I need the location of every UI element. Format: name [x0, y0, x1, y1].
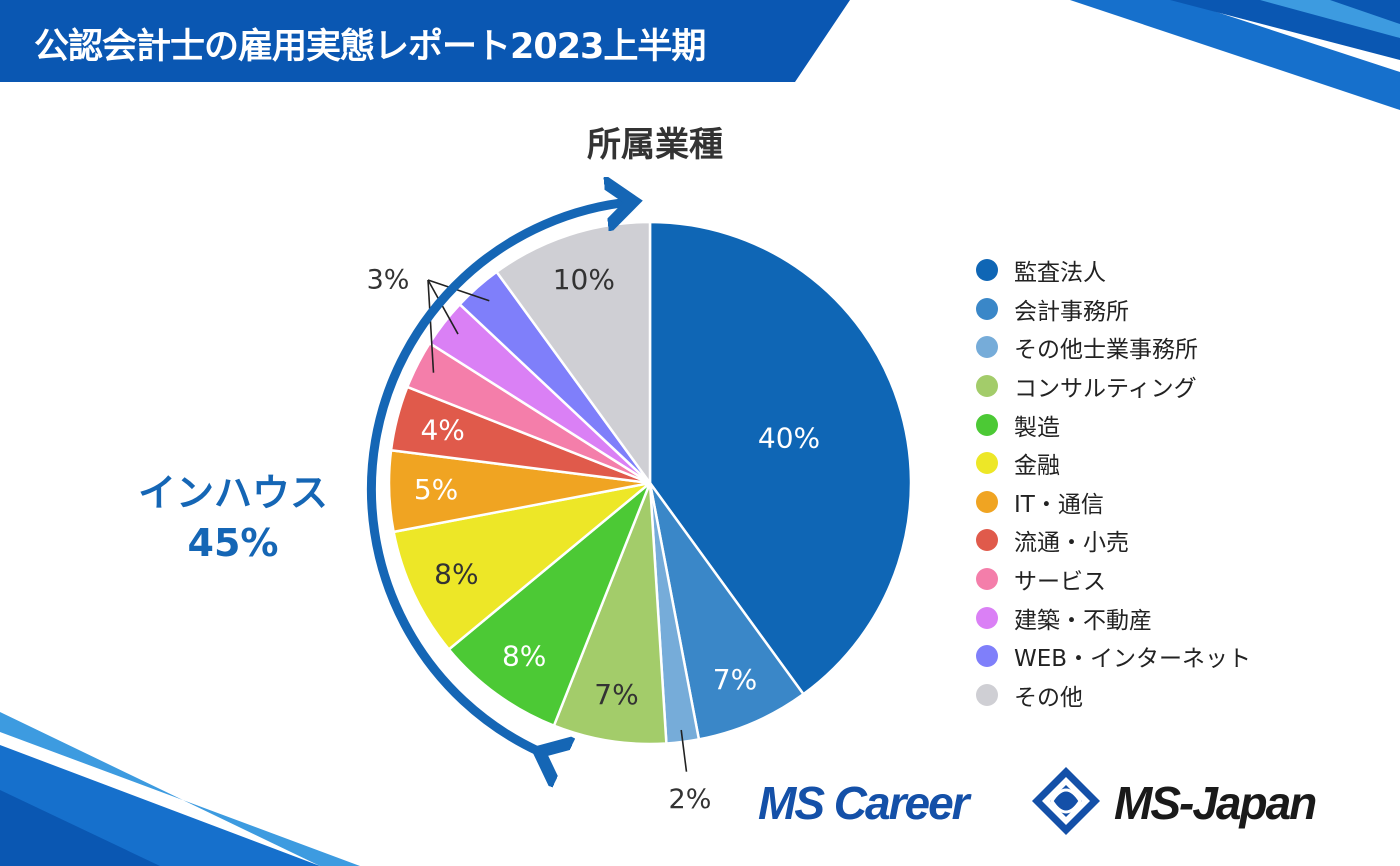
legend-label: サービス	[1014, 569, 1106, 596]
slice-value-label: 5%	[414, 473, 458, 506]
legend-label: 会計事務所	[1014, 298, 1129, 325]
legend-item: その他士業事務所	[976, 328, 1251, 367]
leader-line	[427, 279, 435, 373]
legend-label: 金融	[1014, 453, 1060, 480]
legend-label: 流通・小売	[1014, 530, 1129, 557]
leader-line	[427, 279, 490, 302]
legend-item: 流通・小売	[976, 521, 1251, 560]
legend-swatch	[976, 413, 998, 436]
legend-label: コンサルティング	[1014, 376, 1197, 403]
slice-value-label: 7%	[594, 678, 638, 711]
legend-swatch	[976, 375, 998, 398]
slice-value-label: 2%	[669, 784, 712, 815]
legend-label: 製造	[1014, 414, 1060, 441]
inhouse-arc-arrow	[366, 202, 633, 752]
legend-label: 監査法人	[1014, 260, 1106, 287]
legend-item: サービス	[976, 560, 1251, 599]
legend-label: その他	[1014, 684, 1083, 711]
header-banner	[0, 0, 850, 82]
slice-value-label: 40%	[758, 421, 820, 454]
legend-item: その他	[976, 676, 1251, 715]
legend-swatch	[976, 259, 998, 282]
slice-value-label: 4%	[420, 413, 464, 446]
legend-label: IT・通信	[1014, 491, 1104, 518]
legend-item: 会計事務所	[976, 290, 1251, 329]
legend-swatch	[976, 529, 998, 552]
slice-value-label: 8%	[434, 558, 478, 591]
legend-item: コンサルティング	[976, 367, 1251, 406]
legend-swatch	[976, 606, 998, 629]
pie-slice	[648, 220, 913, 696]
leader-line	[427, 279, 459, 335]
legend-label: 建築・不動産	[1014, 607, 1152, 634]
slice-value-label: 8%	[502, 640, 546, 673]
legend-item: 金融	[976, 444, 1251, 483]
report-title: 公認会計士の雇用実態レポート2023上半期	[34, 27, 706, 67]
legend: 監査法人会計事務所その他士業事務所 コンサルティング 製造金融 IT・通信流通・小売サ…	[976, 251, 1251, 714]
msjapan-emblem-icon	[1032, 767, 1100, 835]
slice-value-label: 10%	[553, 263, 615, 296]
chart-title: 所属業種	[587, 125, 723, 165]
legend-item: IT・通信	[976, 483, 1251, 522]
legend-item: WEB・インターネット	[976, 637, 1251, 676]
mscareer-logo: MS Career	[758, 777, 970, 829]
legend-swatch	[976, 490, 998, 513]
leader-line	[680, 729, 688, 772]
legend-item: 建築・不動産	[976, 598, 1251, 637]
legend-swatch	[976, 297, 998, 320]
msjapan-logo: MS-Japan	[1114, 777, 1317, 829]
legend-label: WEB・インターネット	[1014, 646, 1252, 673]
slice-value-label: 3%	[367, 265, 410, 296]
legend-item: 監査法人	[976, 251, 1251, 290]
inhouse-value: 45%	[187, 521, 279, 565]
legend-swatch	[976, 568, 998, 591]
inhouse-annotation: インハウス 45%	[128, 468, 338, 568]
inhouse-label: インハウス	[137, 471, 328, 515]
legend-swatch	[976, 336, 998, 359]
legend-swatch	[976, 452, 998, 475]
pie-slice	[648, 482, 806, 741]
legend-item: 製造	[976, 405, 1251, 444]
slice-value-label: 7%	[713, 663, 757, 696]
legend-swatch	[976, 683, 998, 706]
legend-swatch	[976, 645, 998, 668]
legend-label: その他士業事務所	[1014, 337, 1198, 364]
